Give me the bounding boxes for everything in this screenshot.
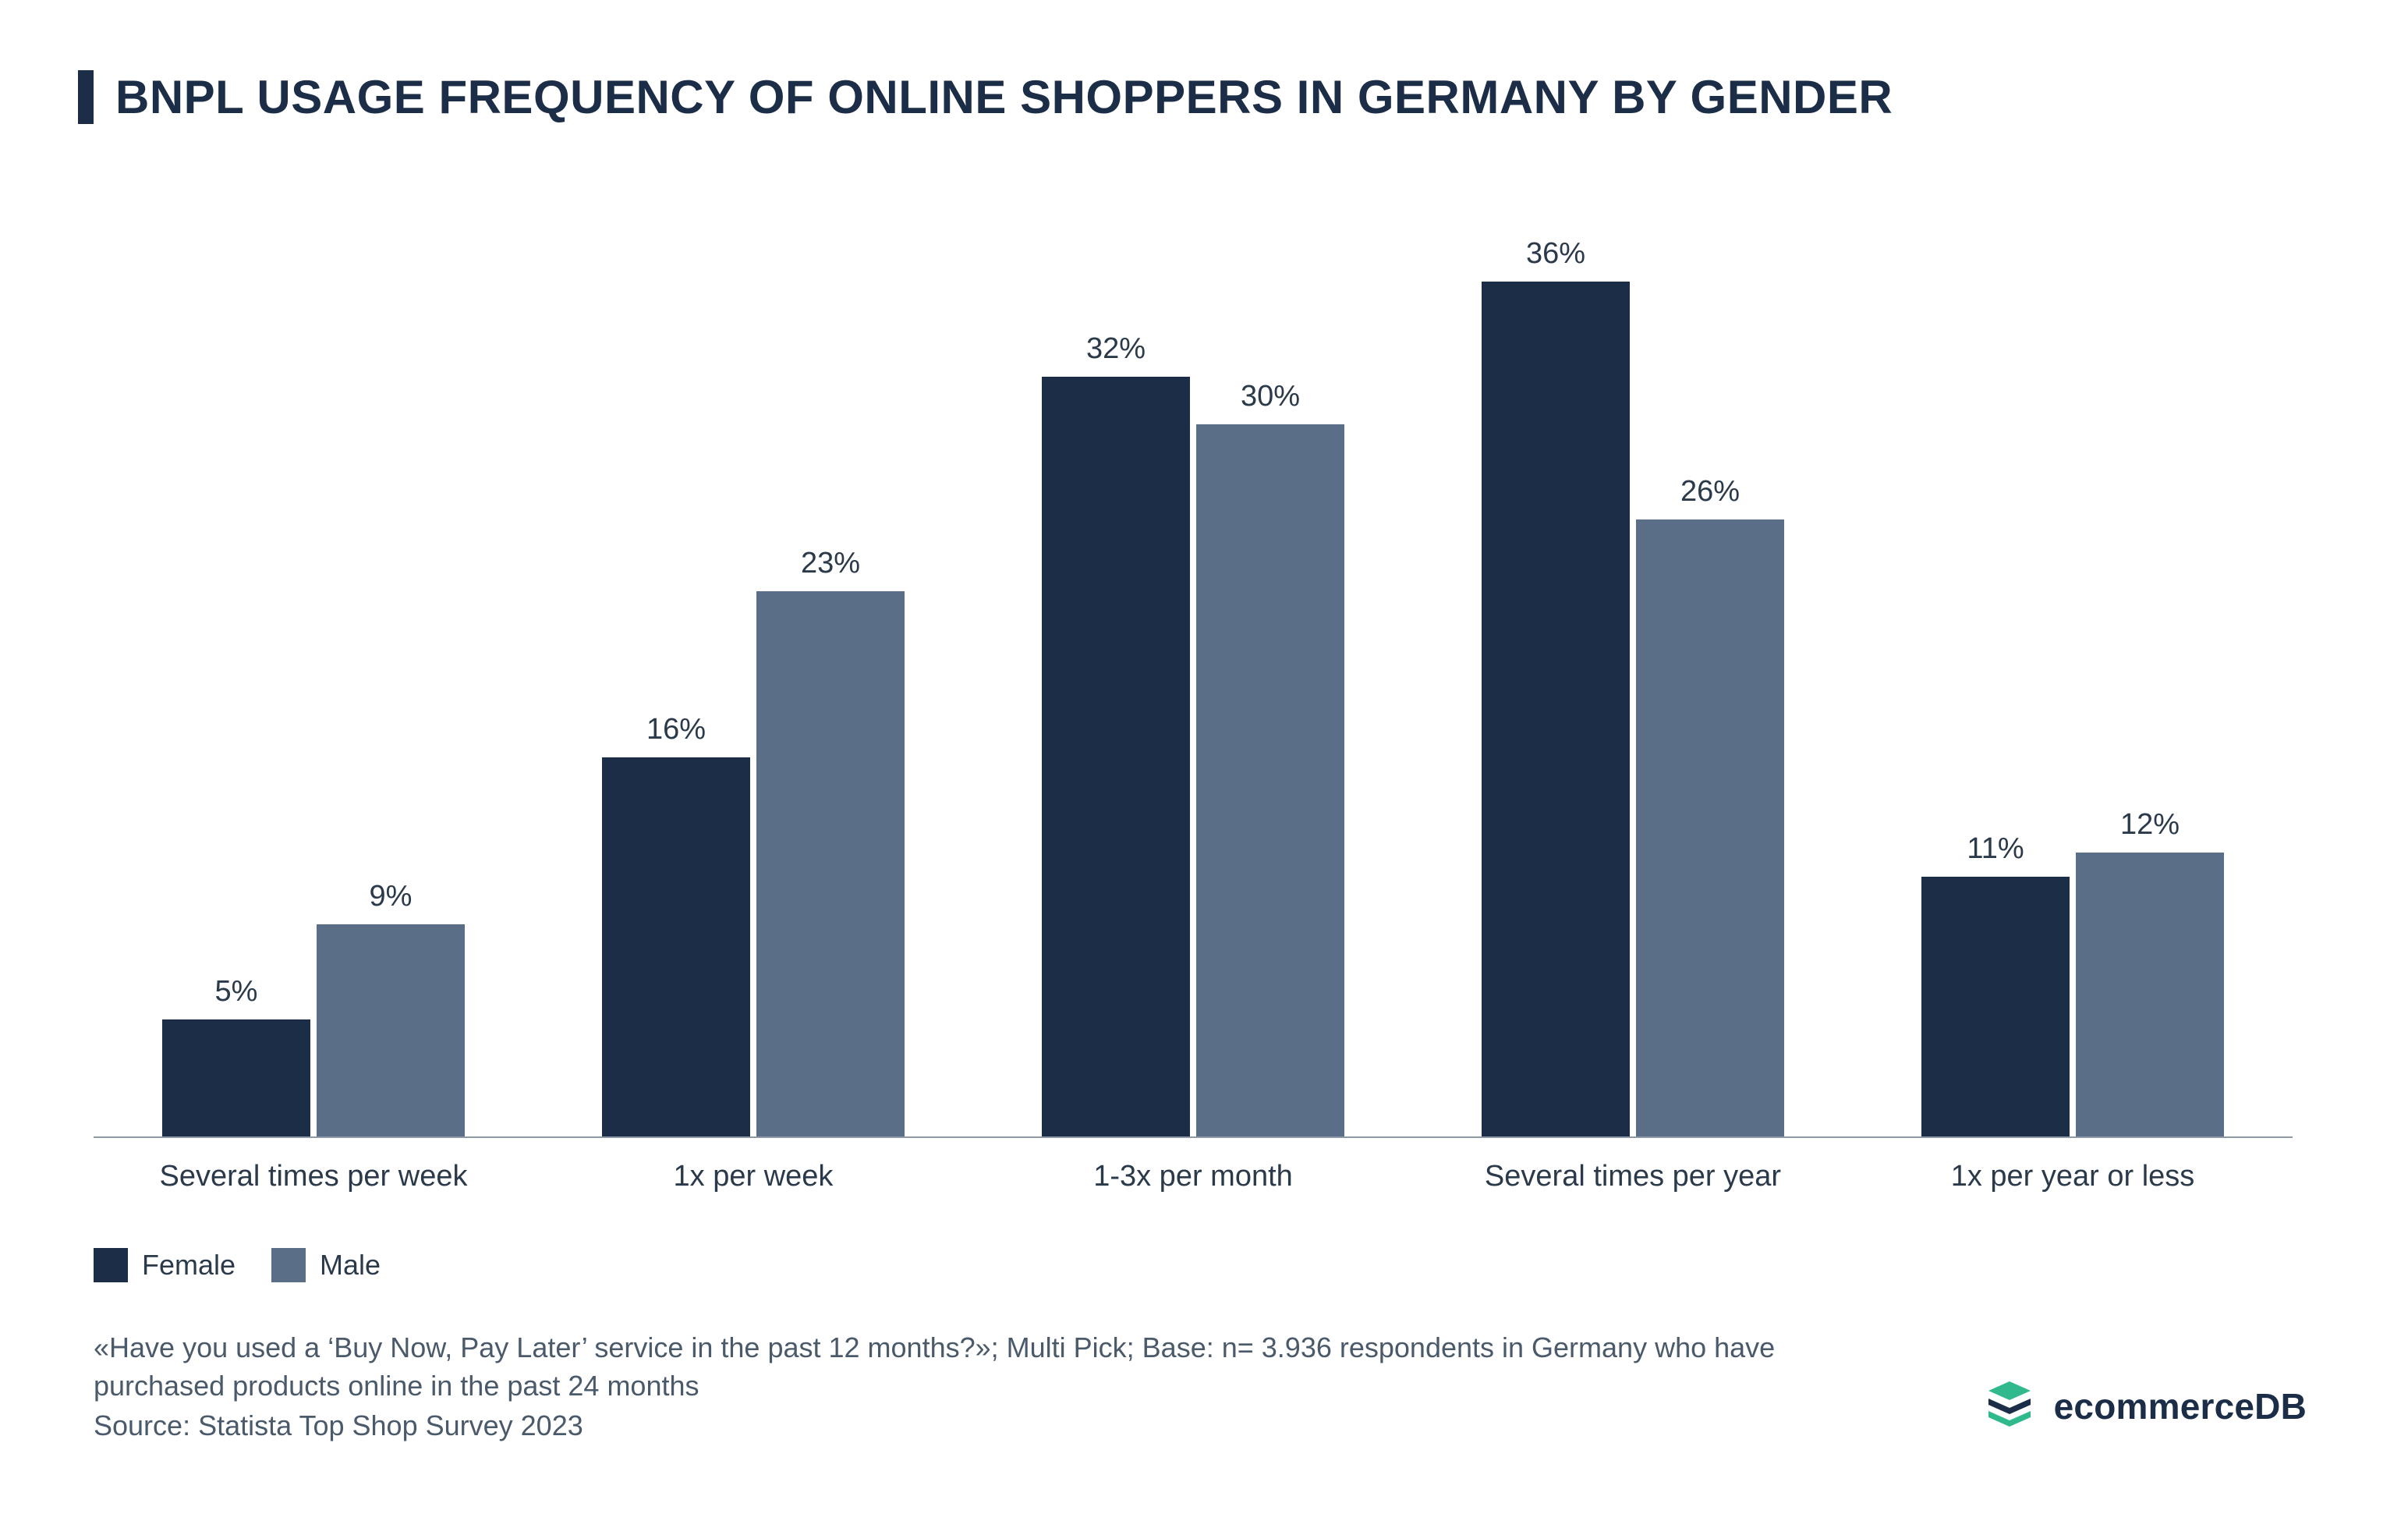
legend-swatch: [271, 1248, 306, 1282]
bar: [756, 591, 905, 1139]
bar: [1482, 282, 1630, 1138]
bar-wrap: 16%: [602, 713, 750, 1138]
legend-item: Female: [94, 1248, 235, 1282]
bar: [602, 757, 750, 1138]
bar-wrap: 11%: [1921, 832, 2070, 1139]
bar-wrap: 30%: [1196, 380, 1344, 1138]
title-row: BNPL USAGE FREQUENCY OF ONLINE SHOPPERS …: [78, 70, 2314, 124]
chart-title: BNPL USAGE FREQUENCY OF ONLINE SHOPPERS …: [115, 70, 1893, 124]
bar: [2076, 853, 2224, 1138]
bar-wrap: 12%: [2076, 808, 2224, 1138]
bar: [1921, 877, 2070, 1139]
bar-value-label: 30%: [1241, 380, 1300, 413]
title-accent-bar: [78, 70, 94, 124]
x-axis-line: [94, 1136, 2293, 1138]
brand-icon: [1982, 1377, 2037, 1435]
bar: [162, 1019, 310, 1139]
bar-group: 16% 23%: [602, 547, 905, 1139]
bar-group: 36% 26%: [1482, 237, 1784, 1138]
bar-wrap: 9%: [317, 880, 465, 1139]
x-axis-label: Several times per year: [1469, 1160, 1797, 1193]
bar: [1636, 519, 1784, 1138]
legend-label: Female: [142, 1249, 235, 1282]
bar-value-label: 9%: [370, 880, 413, 913]
bar: [317, 924, 465, 1139]
bar-wrap: 26%: [1636, 475, 1784, 1138]
bar-group: 32% 30%: [1042, 332, 1344, 1138]
brand-text: ecommerceDB: [2054, 1385, 2307, 1427]
chart-footnote: «Have you used a ‘Buy Now, Pay Later’ se…: [94, 1329, 1848, 1405]
brand-lockup: ecommerceDB: [1982, 1377, 2307, 1435]
chart-legend: Female Male: [94, 1248, 2314, 1282]
bar-group: 11% 12%: [1921, 808, 2224, 1138]
bar: [1196, 424, 1344, 1138]
bar-value-label: 36%: [1526, 237, 1585, 271]
legend-label: Male: [320, 1249, 381, 1282]
bar-group: 5% 9%: [162, 880, 465, 1139]
chart-plot-area: 5% 9% 16% 23% 32% 30% 36% 26% 11% 12%: [94, 186, 2293, 1138]
x-axis-label: 1x per week: [590, 1160, 917, 1193]
bar-value-label: 23%: [801, 547, 860, 580]
x-axis-labels: Several times per week 1x per week 1-3x pe…: [94, 1160, 2293, 1193]
bar: [1042, 377, 1190, 1138]
bar-wrap: 36%: [1482, 237, 1630, 1138]
bar-value-label: 5%: [215, 975, 258, 1009]
x-axis-label: 1-3x per month: [1029, 1160, 1357, 1193]
bar-value-label: 11%: [1967, 832, 2024, 866]
x-axis-label: Several times per week: [150, 1160, 477, 1193]
x-axis-label: 1x per year or less: [1909, 1160, 2236, 1193]
bar-value-label: 12%: [2120, 808, 2180, 842]
bar-wrap: 5%: [162, 975, 310, 1139]
bar-wrap: 23%: [756, 547, 905, 1139]
bar-wrap: 32%: [1042, 332, 1190, 1138]
bar-value-label: 32%: [1086, 332, 1146, 366]
legend-item: Male: [271, 1248, 381, 1282]
bar-value-label: 26%: [1680, 475, 1740, 509]
legend-swatch: [94, 1248, 128, 1282]
bar-value-label: 16%: [646, 713, 706, 746]
